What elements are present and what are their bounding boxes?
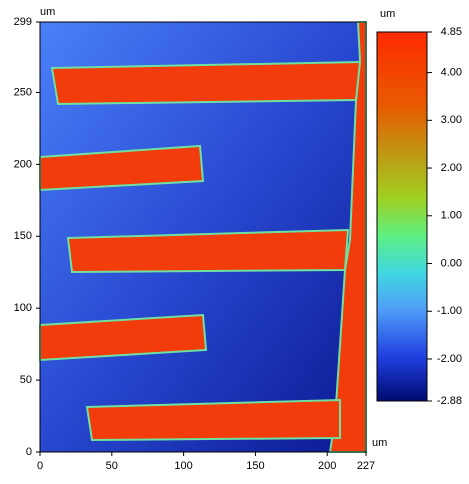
- x-tick-label: 227: [357, 460, 375, 472]
- y-tick-label: 299: [14, 16, 32, 28]
- colorbar-tick-label: 3.00: [441, 114, 462, 126]
- colorbar-tick-label: -2.00: [437, 353, 462, 365]
- x-tick-label: 150: [246, 460, 264, 472]
- y-axis-label: um: [40, 6, 55, 18]
- x-tick-label: 50: [106, 460, 118, 472]
- colorbar-tick-label: 1.00: [441, 210, 462, 222]
- colorbar-tick-label: -2.88: [437, 395, 462, 407]
- heatmap-image: [40, 22, 366, 452]
- x-tick-label: 100: [174, 460, 192, 472]
- y-tick-label: 200: [14, 158, 32, 170]
- y-tick-label: 250: [14, 86, 32, 98]
- colorbar-tick-label: 0.00: [441, 257, 462, 269]
- y-tick-label: 150: [14, 230, 32, 242]
- colorbar: [377, 32, 427, 401]
- colorbar-tick-label: -1.00: [437, 305, 462, 317]
- x-axis-label: um: [372, 437, 387, 449]
- colorbar-tick-label: 4.85: [441, 26, 462, 38]
- y-tick-label: 0: [26, 446, 32, 458]
- x-tick-label: 0: [37, 460, 43, 472]
- colorbar-tick-label: 4.00: [441, 66, 462, 78]
- y-tick-label: 50: [20, 374, 32, 386]
- y-tick-label: 100: [14, 302, 32, 314]
- colorbar-label: um: [380, 8, 395, 20]
- chart: um um um 0 50 100 150 200 227 0 50 100 150 200 250 2…: [0, 0, 469, 479]
- colorbar-tick-label: 2.00: [441, 162, 462, 174]
- x-tick-label: 200: [318, 460, 336, 472]
